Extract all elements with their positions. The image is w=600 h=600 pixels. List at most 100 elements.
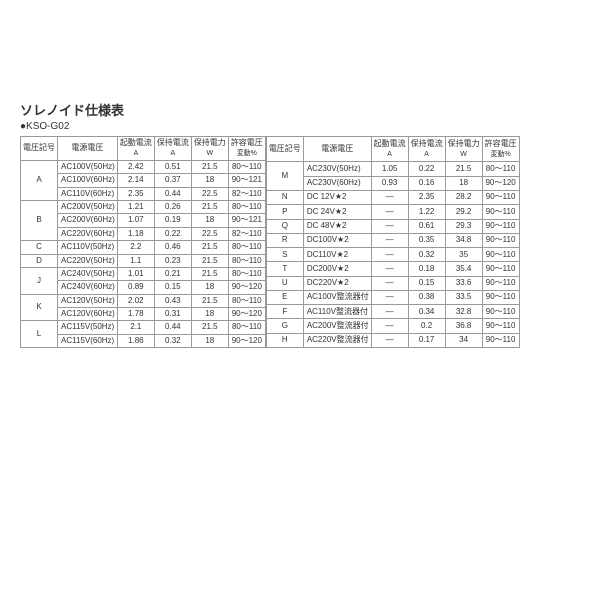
- voltage-cell: AC240V(50Hz): [58, 267, 118, 280]
- value-cell: 34.8: [445, 233, 482, 247]
- table-row: HAC220V整流器付—0.173490～110: [266, 333, 519, 347]
- value-cell: 35: [445, 248, 482, 262]
- value-cell: 0.93: [371, 176, 408, 190]
- table-row: RDC100V★2—0.3534.890～110: [266, 233, 519, 247]
- col-header: 許容電圧変動%: [228, 137, 265, 161]
- value-cell: 90～120: [228, 334, 265, 347]
- voltage-cell: AC110V(60Hz): [58, 187, 118, 200]
- value-cell: —: [371, 290, 408, 304]
- value-cell: 0.51: [154, 160, 191, 173]
- voltage-cell: AC200V(60Hz): [58, 214, 118, 227]
- table-row: TDC200V★2—0.1835.490～110: [266, 262, 519, 276]
- value-cell: 0.18: [408, 262, 445, 276]
- value-cell: 28.2: [445, 190, 482, 204]
- col-header: 保持電流A: [408, 137, 445, 162]
- col-header: 起動電流A: [117, 137, 154, 161]
- value-cell: 2.35: [408, 190, 445, 204]
- voltage-cell: AC100V(50Hz): [58, 160, 118, 173]
- value-cell: 90～110: [482, 262, 519, 276]
- value-cell: 1.01: [117, 267, 154, 280]
- symbol-cell: L: [21, 321, 58, 348]
- voltage-cell: DC220V★2: [303, 276, 371, 290]
- symbol-cell: K: [21, 294, 58, 321]
- value-cell: 80～110: [228, 200, 265, 213]
- value-cell: 0.38: [408, 290, 445, 304]
- value-cell: —: [371, 205, 408, 219]
- symbol-cell: Q: [266, 219, 303, 233]
- value-cell: 0.31: [154, 308, 191, 321]
- table-row: SDC110V★2—0.323590～110: [266, 248, 519, 262]
- col-header: 電圧記号: [266, 137, 303, 162]
- value-cell: 18: [191, 281, 228, 294]
- value-cell: 82～110: [228, 227, 265, 240]
- value-cell: 90～110: [482, 248, 519, 262]
- value-cell: 21.5: [191, 254, 228, 267]
- value-cell: 80～110: [228, 321, 265, 334]
- voltage-cell: AC200V(50Hz): [58, 200, 118, 213]
- table-row: AC115V(60Hz)1.860.321890～120: [21, 334, 266, 347]
- spec-table-left: 電圧記号電源電圧起動電流A保持電流A保持電力W許容電圧変動%AAC100V(50…: [20, 136, 266, 348]
- table-row: FAC110V整流器付—0.3432.890～110: [266, 305, 519, 319]
- value-cell: 18: [191, 334, 228, 347]
- value-cell: 0.34: [408, 305, 445, 319]
- value-cell: 0.46: [154, 241, 191, 254]
- voltage-cell: AC115V(50Hz): [58, 321, 118, 334]
- value-cell: 1.05: [371, 162, 408, 176]
- value-cell: 21.5: [191, 321, 228, 334]
- col-header: 保持電力W: [445, 137, 482, 162]
- value-cell: 35.4: [445, 262, 482, 276]
- value-cell: 1.22: [408, 205, 445, 219]
- voltage-cell: AC110V(50Hz): [58, 241, 118, 254]
- value-cell: 90～110: [482, 276, 519, 290]
- value-cell: 80～110: [228, 160, 265, 173]
- value-cell: 82～110: [228, 187, 265, 200]
- table-row: AC120V(60Hz)1.780.311890～120: [21, 308, 266, 321]
- voltage-cell: AC100V(60Hz): [58, 174, 118, 187]
- value-cell: 0.21: [154, 267, 191, 280]
- value-cell: 90～110: [482, 205, 519, 219]
- table-row: AAC100V(50Hz)2.420.5121.580～110: [21, 160, 266, 173]
- value-cell: 2.14: [117, 174, 154, 187]
- voltage-cell: AC120V(50Hz): [58, 294, 118, 307]
- value-cell: —: [371, 305, 408, 319]
- table-row: AC230V(60Hz)0.930.161890～120: [266, 176, 519, 190]
- value-cell: —: [371, 319, 408, 333]
- value-cell: 80～110: [228, 254, 265, 267]
- value-cell: 90～120: [228, 281, 265, 294]
- symbol-cell: C: [21, 241, 58, 254]
- voltage-cell: AC240V(60Hz): [58, 281, 118, 294]
- value-cell: 0.17: [408, 333, 445, 347]
- voltage-cell: AC110V整流器付: [303, 305, 371, 319]
- voltage-cell: AC230V(60Hz): [303, 176, 371, 190]
- table-row: GAC200V整流器付—0.236.890～110: [266, 319, 519, 333]
- value-cell: 22.5: [191, 227, 228, 240]
- value-cell: 2.1: [117, 321, 154, 334]
- symbol-cell: E: [266, 290, 303, 304]
- value-cell: 0.2: [408, 319, 445, 333]
- value-cell: 0.23: [154, 254, 191, 267]
- table-row: AC100V(60Hz)2.140.371890～121: [21, 174, 266, 187]
- table-row: LAC115V(50Hz)2.10.4421.580～110: [21, 321, 266, 334]
- symbol-cell: M: [266, 162, 303, 191]
- value-cell: 21.5: [191, 200, 228, 213]
- value-cell: —: [371, 262, 408, 276]
- value-cell: 32.8: [445, 305, 482, 319]
- symbol-cell: H: [266, 333, 303, 347]
- value-cell: 22.5: [191, 187, 228, 200]
- value-cell: 21.5: [445, 162, 482, 176]
- table-row: QDC 48V★2—0.6129.390～110: [266, 219, 519, 233]
- voltage-cell: DC100V★2: [303, 233, 371, 247]
- table-row: BAC200V(50Hz)1.210.2621.580～110: [21, 200, 266, 213]
- voltage-cell: DC200V★2: [303, 262, 371, 276]
- symbol-cell: G: [266, 319, 303, 333]
- value-cell: 18: [191, 308, 228, 321]
- voltage-cell: AC230V(50Hz): [303, 162, 371, 176]
- value-cell: 80～110: [228, 294, 265, 307]
- value-cell: 1.07: [117, 214, 154, 227]
- value-cell: 2.2: [117, 241, 154, 254]
- voltage-cell: AC200V整流器付: [303, 319, 371, 333]
- table-row: AC220V(60Hz)1.180.2222.582～110: [21, 227, 266, 240]
- value-cell: 0.61: [408, 219, 445, 233]
- symbol-cell: N: [266, 190, 303, 204]
- symbol-cell: R: [266, 233, 303, 247]
